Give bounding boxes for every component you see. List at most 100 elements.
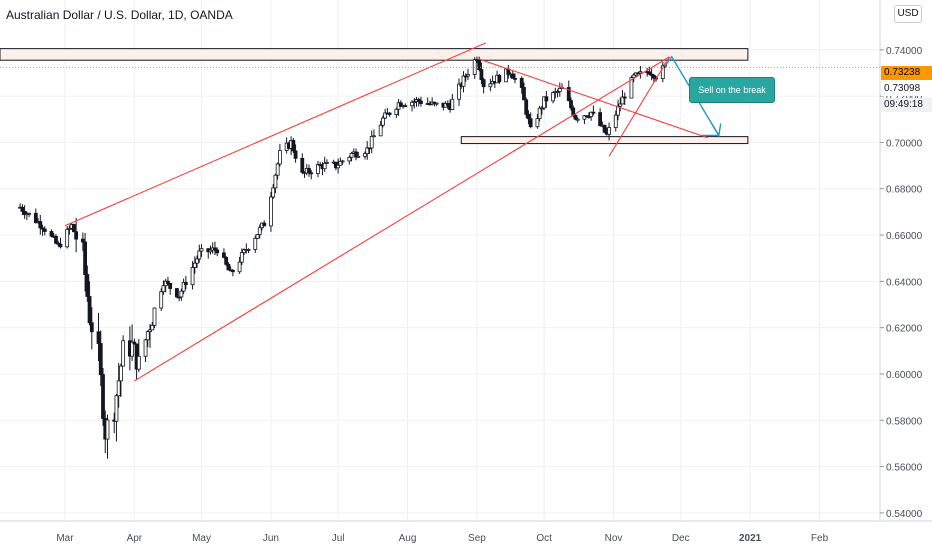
candle-body	[213, 247, 217, 251]
candle-body	[58, 243, 63, 248]
candle-body	[631, 74, 636, 78]
candle	[394, 107, 399, 119]
candle	[607, 122, 611, 141]
candle	[291, 137, 296, 154]
chart-title: Australian Dollar / U.S. Dollar, 1D, OAN…	[6, 8, 233, 22]
candle-body	[383, 112, 388, 119]
candle-body	[457, 83, 461, 100]
candle	[253, 235, 258, 253]
candle-body	[479, 69, 484, 81]
candle-body	[192, 262, 197, 268]
candle-body	[40, 227, 45, 230]
candle	[340, 159, 345, 165]
candle	[130, 324, 135, 361]
candle	[660, 61, 665, 83]
candle-body	[582, 115, 587, 120]
candle-body	[575, 118, 580, 121]
price-axis[interactable]: 0.54000 0.56000 0.58000 0.60000 0.62000 0.640…	[879, 0, 923, 521]
candle	[602, 124, 607, 134]
candle	[338, 157, 343, 166]
candle-body	[197, 250, 202, 260]
candle	[114, 393, 119, 442]
candle	[463, 73, 468, 82]
candle	[479, 62, 484, 85]
candle-body	[183, 281, 188, 286]
candle	[542, 96, 547, 111]
x-tick-label: Jul	[332, 533, 345, 544]
candle-body	[566, 87, 571, 101]
candle-body	[551, 92, 555, 102]
candle	[557, 82, 562, 97]
x-tick-label: 2021	[739, 533, 762, 544]
candle	[237, 256, 242, 274]
y-tick-label: 0.58000	[886, 416, 923, 427]
candle-body	[410, 101, 414, 107]
candle-body	[161, 285, 166, 293]
candle-body	[445, 102, 450, 106]
candle	[591, 105, 596, 116]
y-tick-label: 0.70000	[886, 138, 923, 149]
candle	[387, 112, 392, 117]
y-tick-label: 0.62000	[886, 324, 923, 335]
candle	[414, 96, 419, 107]
candle-body	[434, 102, 439, 105]
candle	[336, 158, 341, 174]
candle	[87, 281, 92, 326]
candle	[116, 363, 121, 408]
y-tick-label: 0.72000	[886, 92, 923, 103]
candle-body	[450, 98, 455, 111]
candle	[159, 288, 164, 311]
candle-body	[255, 234, 260, 239]
candle	[365, 141, 370, 160]
currency-button[interactable]: USD	[894, 5, 922, 23]
candle	[497, 74, 502, 84]
candle-body	[519, 77, 524, 88]
candle-body	[647, 71, 652, 75]
candle-body	[27, 212, 32, 215]
candle	[488, 78, 493, 92]
candle-body	[96, 331, 101, 344]
candle-body	[121, 340, 126, 367]
candle-body	[325, 161, 329, 164]
support-resistance-zones	[0, 48, 749, 145]
candle-body	[80, 238, 85, 243]
candle-body	[224, 256, 229, 265]
price-zone	[0, 48, 749, 61]
candle-body	[300, 157, 305, 173]
candle-body	[504, 68, 508, 83]
candle-body	[336, 164, 341, 169]
candle	[403, 103, 408, 108]
candle	[101, 368, 105, 426]
candle-body	[528, 118, 533, 128]
candle-body	[316, 164, 320, 174]
candle	[573, 114, 578, 121]
candle-body	[83, 241, 87, 275]
candle-body	[555, 91, 560, 93]
sell-on-break-callout[interactable]: Sell on the break	[689, 77, 775, 103]
candle-body	[309, 172, 314, 175]
candle	[136, 339, 141, 373]
candle-body	[56, 242, 61, 245]
candle	[647, 66, 652, 76]
candle-body	[253, 237, 258, 250]
candle	[524, 97, 529, 118]
candle-body	[105, 419, 110, 440]
candle	[363, 151, 367, 160]
trendline	[608, 56, 670, 157]
price-zone	[460, 136, 749, 145]
candle	[566, 80, 571, 102]
candle	[300, 153, 305, 175]
candle-body	[598, 112, 603, 126]
time-axis[interactable]: Mar Apr May Jun Jul Aug Sep Oct Nov Dec 2021 Feb	[0, 520, 932, 544]
candle-body	[38, 221, 43, 229]
candle-body	[497, 74, 502, 83]
candle	[293, 144, 298, 163]
candle-body	[148, 329, 152, 333]
candle	[398, 100, 403, 107]
candle	[208, 245, 213, 255]
candle	[262, 220, 267, 227]
candle	[177, 296, 182, 302]
trendline	[479, 58, 708, 139]
candle	[119, 363, 123, 398]
